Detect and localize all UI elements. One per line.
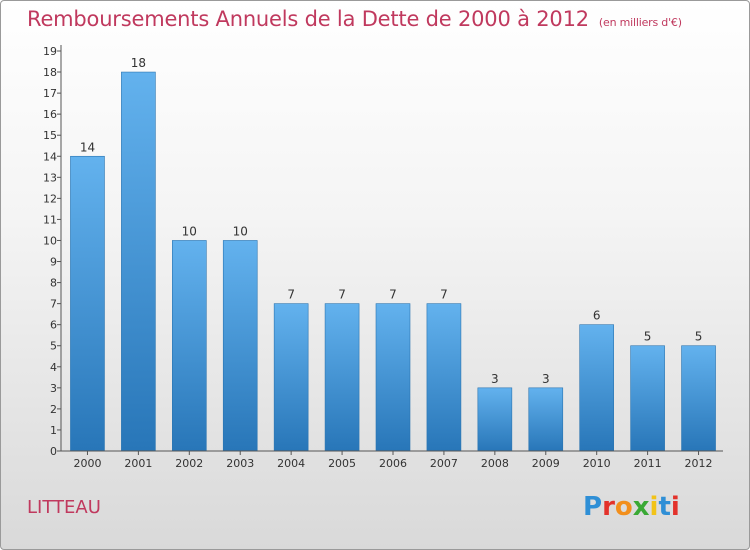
bar-2002: [172, 240, 207, 452]
bar-2005: [324, 303, 360, 452]
data-label-2006: 7: [389, 288, 397, 302]
bar-2008: [477, 387, 513, 452]
x-tick-label-2003: 2003: [226, 457, 254, 470]
logo-letter: i: [670, 492, 680, 522]
y-tick-label: 12: [43, 192, 57, 205]
logo-letter: o: [614, 492, 633, 522]
logo-letter: r: [602, 492, 615, 522]
x-tick-label-2005: 2005: [328, 457, 356, 470]
data-label-2012: 5: [695, 330, 703, 344]
y-tick-label: 19: [43, 45, 57, 58]
y-tick-label: 3: [50, 382, 57, 395]
bar-2000: [70, 155, 105, 452]
y-tick-label: 9: [50, 256, 57, 269]
x-tick-label-2012: 2012: [685, 457, 713, 470]
y-tick-label: 8: [50, 277, 57, 290]
data-label-2003: 10: [233, 224, 248, 238]
bar-2006: [375, 303, 411, 452]
y-tick-label: 11: [43, 213, 57, 226]
chart-title: Remboursements Annuels de la Dette de 20…: [27, 7, 682, 31]
bar-2009: [528, 387, 564, 452]
y-tick-label: 17: [43, 87, 57, 100]
x-tick-label-2006: 2006: [379, 457, 407, 470]
x-tick-label-2001: 2001: [124, 457, 152, 470]
data-label-2007: 7: [440, 288, 448, 302]
y-tick-label: 15: [43, 129, 57, 142]
y-tick-label: 10: [43, 234, 57, 247]
y-tick-label: 5: [50, 340, 57, 353]
commune-name: LITTEAU: [27, 497, 101, 518]
logo-letter: x: [632, 492, 650, 522]
y-tick-label: 2: [50, 403, 57, 416]
x-tick-label-2008: 2008: [481, 457, 509, 470]
y-tick-label: 4: [50, 361, 57, 374]
x-tick-label-2009: 2009: [532, 457, 560, 470]
y-tick-label: 7: [50, 298, 57, 311]
data-label-2001: 18: [131, 56, 146, 70]
data-label-2000: 14: [80, 140, 95, 154]
bar-2003: [222, 240, 258, 452]
x-axis: 2000 2001 2002 2003 2004 2005 2006 2007 2008 2009…: [61, 450, 723, 470]
data-label-2011: 5: [644, 330, 652, 344]
x-tick-label-2011: 2011: [634, 457, 662, 470]
bar-2012: [681, 345, 716, 452]
bar-2010: [579, 324, 614, 452]
data-label-2008: 3: [491, 372, 499, 386]
proxiti-logo[interactable]: Proxiti: [583, 492, 680, 522]
x-tick-label-2004: 2004: [277, 457, 305, 470]
y-tick-label: 14: [43, 150, 57, 163]
x-tick-label-2000: 2000: [73, 457, 101, 470]
x-tick-label-2010: 2010: [583, 457, 611, 470]
logo-letter: i: [649, 492, 659, 522]
x-tick-label-2002: 2002: [175, 457, 203, 470]
bars: 14 18 10 10 7 7 7 7 3 3 6 5 5: [70, 56, 716, 452]
bar-2001: [121, 71, 156, 452]
title-unit: (en milliers d'€): [598, 16, 682, 29]
y-tick-label: 13: [43, 171, 57, 184]
y-tick-label: 1: [50, 424, 57, 437]
bar-2007: [426, 303, 462, 452]
y-tick-label: 18: [43, 66, 57, 79]
logo-letter: t: [658, 492, 671, 522]
data-label-2004: 7: [287, 288, 295, 302]
y-tick-label: 6: [50, 319, 57, 332]
title-text: Remboursements Annuels de la Dette de 20…: [27, 7, 589, 31]
data-label-2002: 10: [182, 224, 197, 238]
logo-letter: P: [583, 492, 603, 522]
bar-2011: [630, 345, 665, 452]
y-tick-label: 0: [50, 445, 57, 458]
bar-2004: [273, 303, 309, 452]
data-label-2009: 3: [542, 372, 550, 386]
y-tick-label: 16: [43, 108, 57, 121]
data-label-2010: 6: [593, 309, 601, 323]
x-tick-label-2007: 2007: [430, 457, 458, 470]
data-label-2005: 7: [338, 288, 346, 302]
